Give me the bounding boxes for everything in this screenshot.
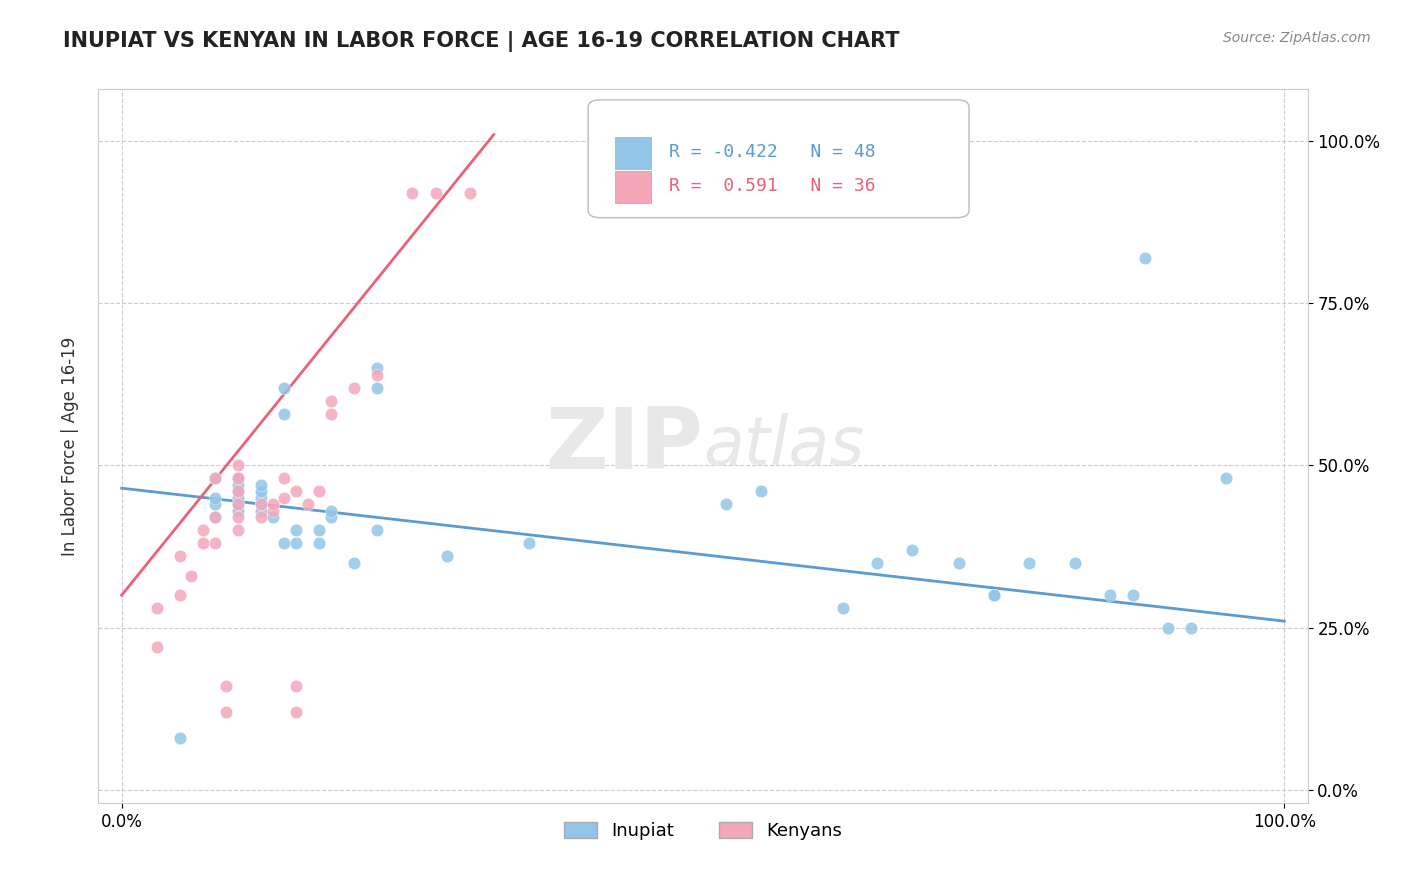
Point bbox=[285, 705, 308, 719]
Point bbox=[273, 536, 295, 550]
Point bbox=[319, 407, 342, 421]
Point bbox=[226, 471, 249, 485]
Point bbox=[273, 471, 295, 485]
Point bbox=[226, 478, 249, 492]
Point bbox=[215, 679, 238, 693]
Point bbox=[226, 510, 249, 524]
Text: R = -0.422   N = 48: R = -0.422 N = 48 bbox=[669, 143, 876, 161]
Point bbox=[401, 186, 423, 200]
Text: atlas: atlas bbox=[703, 413, 865, 479]
Point bbox=[366, 381, 388, 395]
Point bbox=[285, 536, 308, 550]
Point bbox=[1098, 588, 1121, 602]
Point bbox=[226, 458, 249, 473]
Point bbox=[191, 524, 214, 538]
Point bbox=[180, 568, 202, 582]
Point bbox=[273, 407, 295, 421]
Point bbox=[1064, 556, 1087, 570]
Point bbox=[749, 484, 772, 499]
Point bbox=[319, 393, 342, 408]
Point bbox=[366, 361, 388, 376]
Point bbox=[366, 524, 388, 538]
Bar bbox=[614, 171, 651, 203]
Point bbox=[250, 491, 273, 505]
Point bbox=[1122, 588, 1144, 602]
Point bbox=[1157, 621, 1180, 635]
Point bbox=[204, 536, 226, 550]
Point bbox=[460, 186, 482, 200]
Point bbox=[285, 484, 308, 499]
Point bbox=[250, 484, 273, 499]
Point bbox=[343, 381, 366, 395]
Point bbox=[226, 504, 249, 518]
Point bbox=[226, 484, 249, 499]
Point bbox=[308, 536, 330, 550]
Point bbox=[1215, 471, 1237, 485]
Point bbox=[308, 484, 330, 499]
Text: R =  0.591   N = 36: R = 0.591 N = 36 bbox=[669, 178, 876, 195]
Point bbox=[226, 471, 249, 485]
Point bbox=[983, 588, 1005, 602]
Point bbox=[517, 536, 540, 550]
Point bbox=[1180, 621, 1202, 635]
Point bbox=[1133, 251, 1156, 265]
Point bbox=[169, 588, 191, 602]
Point bbox=[250, 504, 273, 518]
Point bbox=[273, 381, 295, 395]
Point bbox=[204, 471, 226, 485]
Point bbox=[425, 186, 447, 200]
Point bbox=[204, 471, 226, 485]
Point bbox=[1018, 556, 1040, 570]
Point bbox=[250, 510, 273, 524]
Point bbox=[191, 536, 214, 550]
Point bbox=[250, 497, 273, 511]
Point bbox=[366, 368, 388, 382]
Point bbox=[226, 484, 249, 499]
FancyBboxPatch shape bbox=[588, 100, 969, 218]
Point bbox=[297, 497, 319, 511]
Point bbox=[215, 705, 238, 719]
Point bbox=[273, 491, 295, 505]
Point bbox=[145, 640, 167, 654]
Point bbox=[226, 497, 249, 511]
Y-axis label: In Labor Force | Age 16-19: In Labor Force | Age 16-19 bbox=[60, 336, 79, 556]
Point bbox=[204, 510, 226, 524]
Legend: Inupiat, Kenyans: Inupiat, Kenyans bbox=[557, 814, 849, 847]
Point bbox=[169, 549, 191, 564]
Point bbox=[285, 679, 308, 693]
Point bbox=[901, 542, 924, 557]
Point bbox=[866, 556, 889, 570]
Point bbox=[262, 497, 284, 511]
Point bbox=[285, 524, 308, 538]
Point bbox=[262, 504, 284, 518]
Point bbox=[226, 497, 249, 511]
Text: INUPIAT VS KENYAN IN LABOR FORCE | AGE 16-19 CORRELATION CHART: INUPIAT VS KENYAN IN LABOR FORCE | AGE 1… bbox=[63, 31, 900, 53]
Point bbox=[319, 504, 342, 518]
Point bbox=[831, 601, 853, 615]
Point bbox=[169, 731, 191, 745]
Point bbox=[226, 524, 249, 538]
Point bbox=[308, 524, 330, 538]
Bar bbox=[614, 137, 651, 169]
Point bbox=[948, 556, 970, 570]
Point bbox=[204, 497, 226, 511]
Point bbox=[319, 510, 342, 524]
Point bbox=[716, 497, 738, 511]
Point bbox=[983, 588, 1005, 602]
Text: Source: ZipAtlas.com: Source: ZipAtlas.com bbox=[1223, 31, 1371, 45]
Point bbox=[145, 601, 167, 615]
Point bbox=[250, 478, 273, 492]
Point bbox=[436, 549, 458, 564]
Point bbox=[343, 556, 366, 570]
Point bbox=[204, 491, 226, 505]
Point bbox=[250, 497, 273, 511]
Text: ZIP: ZIP bbox=[546, 404, 703, 488]
Point bbox=[262, 510, 284, 524]
Point bbox=[226, 491, 249, 505]
Point bbox=[204, 510, 226, 524]
